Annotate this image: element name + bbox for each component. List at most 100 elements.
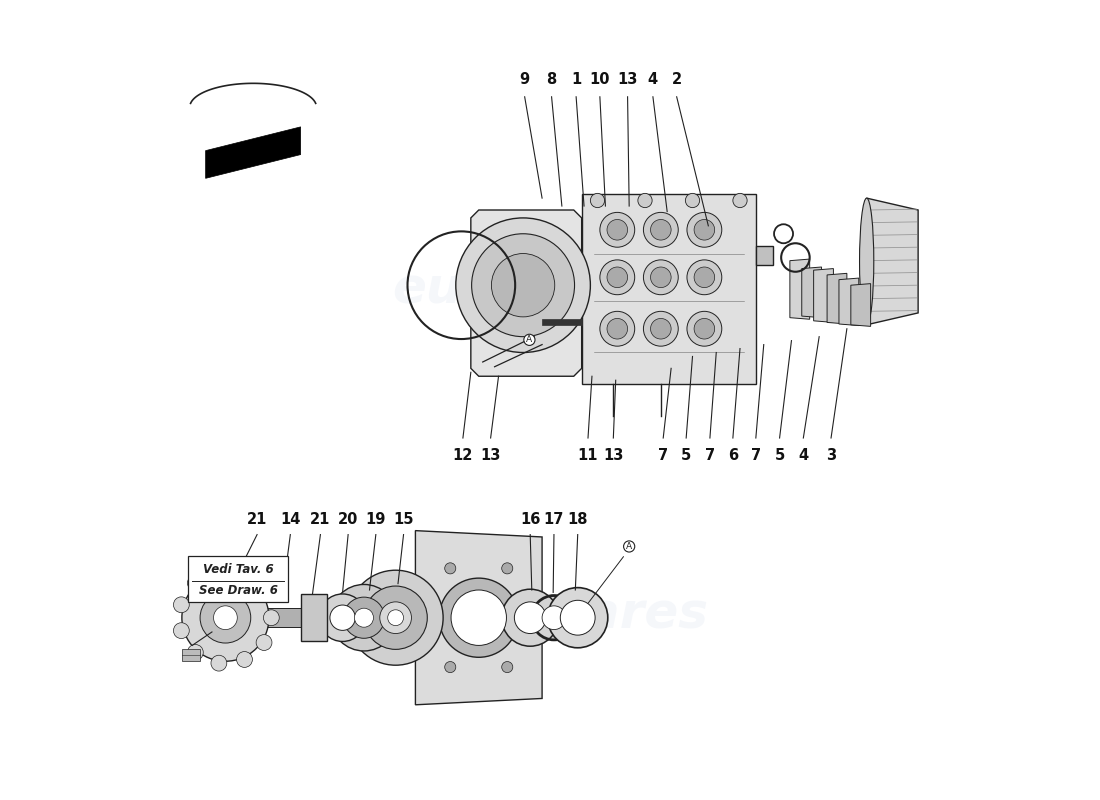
Circle shape	[348, 570, 443, 666]
Circle shape	[187, 575, 204, 591]
Polygon shape	[582, 194, 756, 384]
Text: 4: 4	[648, 72, 658, 87]
Polygon shape	[790, 259, 810, 319]
Circle shape	[256, 585, 272, 601]
Circle shape	[531, 595, 576, 640]
Polygon shape	[416, 530, 542, 705]
Circle shape	[607, 318, 628, 339]
Text: 13: 13	[481, 447, 500, 462]
Circle shape	[650, 318, 671, 339]
Text: 9: 9	[519, 72, 530, 87]
Text: Vedi Tav. 6: Vedi Tav. 6	[202, 563, 274, 576]
Circle shape	[472, 234, 574, 337]
Circle shape	[600, 311, 635, 346]
Circle shape	[600, 260, 635, 294]
Circle shape	[200, 592, 251, 643]
Circle shape	[502, 662, 513, 673]
Text: 8: 8	[547, 72, 557, 87]
Text: 5: 5	[681, 447, 691, 462]
Circle shape	[607, 219, 628, 240]
Circle shape	[502, 590, 559, 646]
Circle shape	[688, 212, 722, 247]
Circle shape	[187, 645, 204, 660]
Circle shape	[455, 218, 591, 353]
Circle shape	[492, 254, 554, 317]
Text: 14: 14	[280, 512, 300, 526]
Text: 13: 13	[603, 447, 624, 462]
Circle shape	[502, 563, 513, 574]
Circle shape	[688, 311, 722, 346]
Circle shape	[211, 655, 227, 671]
Circle shape	[607, 267, 628, 287]
Polygon shape	[471, 210, 582, 376]
Text: A: A	[527, 335, 532, 344]
Circle shape	[688, 260, 722, 294]
Circle shape	[600, 212, 635, 247]
Circle shape	[343, 597, 385, 638]
Text: eurospares: eurospares	[392, 265, 708, 313]
Polygon shape	[814, 269, 834, 322]
Text: 16: 16	[520, 512, 540, 526]
Text: 12: 12	[453, 447, 473, 462]
Circle shape	[379, 602, 411, 634]
Circle shape	[733, 194, 747, 208]
Circle shape	[560, 600, 595, 635]
Ellipse shape	[859, 198, 873, 325]
Circle shape	[644, 260, 679, 294]
Circle shape	[650, 219, 671, 240]
Circle shape	[256, 634, 272, 650]
Text: 2: 2	[672, 72, 682, 87]
Text: 5: 5	[774, 447, 784, 462]
Polygon shape	[802, 267, 822, 318]
Circle shape	[650, 267, 671, 287]
Circle shape	[319, 594, 366, 642]
Circle shape	[213, 606, 238, 630]
Circle shape	[451, 590, 506, 646]
Circle shape	[236, 568, 252, 584]
Circle shape	[331, 585, 397, 651]
Circle shape	[439, 578, 518, 658]
Text: 6: 6	[728, 447, 738, 462]
Polygon shape	[850, 284, 870, 326]
Text: 3: 3	[826, 447, 836, 462]
Circle shape	[416, 612, 427, 623]
Circle shape	[174, 622, 189, 638]
Text: eurospares: eurospares	[392, 590, 708, 638]
Text: 13: 13	[617, 72, 638, 87]
Polygon shape	[300, 594, 327, 642]
Circle shape	[182, 574, 270, 662]
Circle shape	[174, 597, 189, 613]
Polygon shape	[839, 278, 859, 326]
Text: 19: 19	[365, 512, 386, 526]
Circle shape	[591, 194, 605, 208]
Circle shape	[364, 586, 427, 650]
Circle shape	[330, 605, 355, 630]
Circle shape	[263, 610, 279, 626]
Text: 11: 11	[578, 447, 598, 462]
Circle shape	[354, 608, 374, 627]
Polygon shape	[206, 127, 300, 178]
Text: 17: 17	[543, 512, 564, 526]
Polygon shape	[827, 274, 847, 324]
Circle shape	[236, 651, 252, 667]
Text: 21: 21	[310, 512, 331, 526]
Circle shape	[444, 563, 455, 574]
Text: 20: 20	[338, 512, 359, 526]
Text: 7: 7	[658, 447, 669, 462]
Circle shape	[694, 318, 715, 339]
Text: See Draw. 6: See Draw. 6	[199, 583, 277, 597]
Circle shape	[685, 194, 700, 208]
FancyBboxPatch shape	[188, 556, 288, 602]
Circle shape	[542, 606, 565, 630]
Polygon shape	[756, 246, 773, 266]
Text: 7: 7	[751, 447, 761, 462]
Circle shape	[638, 194, 652, 208]
Text: 21: 21	[246, 512, 267, 526]
Polygon shape	[226, 608, 300, 627]
Circle shape	[530, 612, 541, 623]
Text: 4: 4	[799, 447, 808, 462]
Text: A: A	[626, 542, 632, 551]
Circle shape	[211, 564, 227, 580]
Text: 15: 15	[394, 512, 414, 526]
Circle shape	[548, 588, 608, 648]
